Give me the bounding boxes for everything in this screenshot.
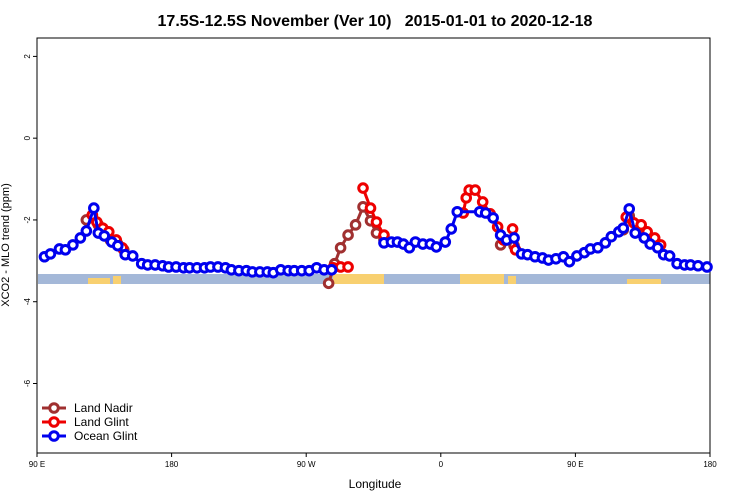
point [508,232,520,244]
point [487,212,499,224]
x-axis-label: Longitude [349,477,402,491]
point [364,202,377,214]
x-tick-label: 0 [439,460,444,469]
point [325,264,338,276]
y-tick-label: -4 [23,298,32,306]
land-band [508,276,516,284]
point [651,241,664,254]
land-band [113,276,121,284]
point [430,241,443,253]
point [111,239,124,252]
point [439,236,452,248]
point [88,202,100,214]
point [563,255,576,268]
surface-band [38,274,710,284]
point [80,225,93,237]
plot-frame [36,37,711,454]
land-band [627,279,661,284]
point [469,184,481,196]
y-axis-label: XCO2 - MLO trend (ppm) [0,183,12,306]
point [617,222,630,234]
x-tick-label: 90 E [567,460,583,469]
point [623,203,636,215]
point [479,207,492,219]
legend-label: Ocean Glint [74,429,138,443]
x-tick-label: 90 E [29,460,45,469]
point [663,250,676,262]
land-band [88,278,110,284]
land-band [333,274,384,284]
y-tick-label: -2 [23,216,32,224]
point [67,239,79,251]
point [44,248,57,260]
point [451,205,464,218]
x-tick-label: 90 W [297,460,316,469]
x-tick-label: 180 [165,460,179,469]
point [334,241,347,254]
legend-label: Land Glint [74,415,129,429]
y-tick-label: 2 [23,54,32,59]
point [692,259,704,272]
chart-title: 17.5S-12.5S November (Ver 10) 2015-01-01… [158,13,593,30]
point [635,219,648,231]
point [445,223,458,235]
land-band [460,274,504,284]
legend-marker [48,430,60,442]
point [59,243,72,256]
point [322,277,335,290]
point [342,261,354,273]
point [506,223,519,235]
point [592,241,604,254]
point [357,182,369,194]
point [349,219,362,231]
point [370,216,383,228]
point [629,227,642,239]
y-tick-label: -6 [23,379,32,387]
y-tick-label: 0 [23,135,32,140]
x-tick-label: 180 [703,460,717,469]
point [605,230,618,243]
point [342,229,354,241]
point [98,230,111,242]
legend-marker [48,416,60,428]
point [476,196,489,208]
point [126,250,139,262]
point [701,261,713,273]
legend-marker [48,402,60,414]
legend-label: Land Nadir [74,401,133,415]
point [74,232,87,244]
